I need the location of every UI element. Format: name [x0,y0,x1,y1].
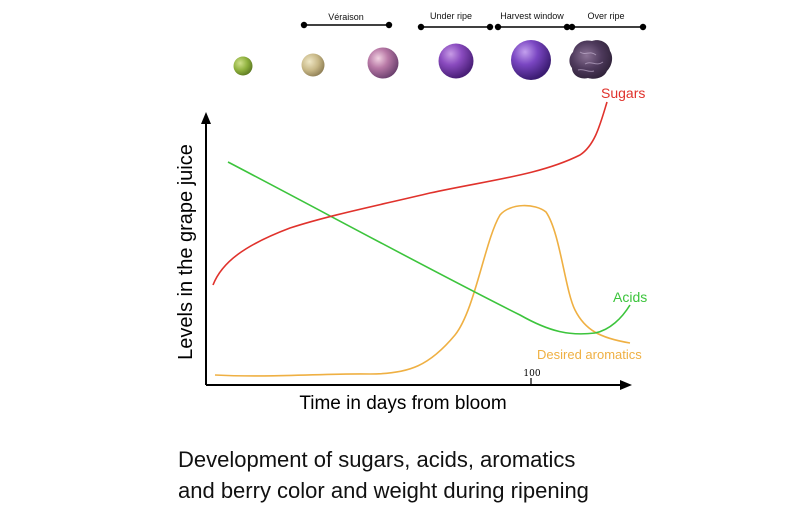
acids-curve [227,161,631,335]
figure-caption: Development of sugars, acids, aromatics … [178,444,778,506]
y-axis-arrow-icon [201,112,211,124]
acids-label: Acids [613,289,647,305]
stage-label-under-ripe: Under ripe [430,11,472,21]
x-tick-label: 100 [523,369,540,379]
caption-line-1: Development of sugars, acids, aromatics [178,447,576,472]
x-axis-arrow-icon [620,380,632,390]
aromatics-label: Desired aromatics [537,347,642,362]
stage-label-over-ripe: Over ripe [587,11,624,21]
stage-timeline: Véraison Under ripe Harvest window Over … [300,11,647,31]
berry-purple-icon [438,43,474,79]
sugars-label: Sugars [601,85,645,101]
stage-marker [494,23,502,31]
berry-row [233,40,613,80]
caption-line-2: and berry color and weight during ripeni… [178,478,589,503]
y-axis-title: Levels in the grape juice [175,144,197,360]
berry-pink-icon [367,47,399,79]
stage-marker [568,23,576,31]
berry-wrinkle [577,51,604,72]
berry-large-purple-icon [511,40,551,80]
stage-marker [385,21,393,29]
stage-label-veraison: Véraison [328,12,364,22]
stage-marker [300,21,308,29]
stage-marker [417,23,425,31]
stage-marker [639,23,647,31]
chart-axes: 100 [201,112,632,390]
stage-marker [486,23,494,31]
berry-beige-icon [301,53,325,77]
berry-green-icon [233,56,253,76]
stage-label-harvest-window: Harvest window [500,11,564,21]
berry-shriveled-icon [569,40,613,79]
sugars-curve [212,101,608,286]
aromatics-curve [214,204,631,377]
stage-marker [563,23,571,31]
x-axis-title: Time in days from bloom [299,393,506,414]
